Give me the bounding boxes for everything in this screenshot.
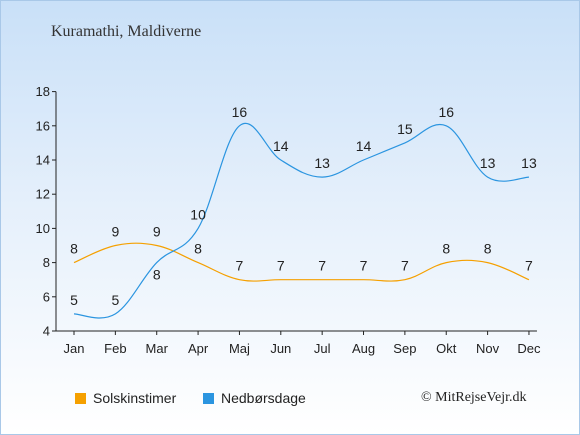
x-tick-label: Apr: [188, 341, 209, 356]
data-labels: 8 9 9 8 7 7 7 7 7 8 8 7 5 5 8 10 16 14 13 14 15 16 13 13: [70, 104, 537, 308]
x-tick-label: Mar: [146, 341, 169, 356]
rain-data-label: 13: [521, 155, 537, 171]
sun-data-label: 7: [277, 258, 285, 274]
sun-data-label: 7: [525, 258, 533, 274]
legend-label-rain: Nedbørsdage: [221, 390, 306, 406]
rain-data-label: 8: [153, 267, 161, 283]
x-tick-label: Feb: [104, 341, 126, 356]
series-lines: [73, 122, 530, 319]
x-tick-label: Aug: [352, 341, 375, 356]
sun-data-label: 9: [153, 224, 161, 240]
chart-title: Kuramathi, Maldiverne: [51, 23, 202, 40]
sun-data-label: 7: [236, 258, 244, 274]
rain-data-label: 5: [70, 292, 78, 308]
credit-text: © MitRejseVejr.dk: [421, 390, 527, 405]
rain-series-line: [73, 122, 530, 319]
rain-data-label: 16: [438, 104, 454, 120]
rain-data-label: 13: [480, 155, 496, 171]
y-tick-label: 18: [36, 84, 50, 99]
legend-swatch-sun: [75, 392, 86, 404]
x-tick-label: Sep: [393, 341, 416, 356]
x-tick-label: Okt: [436, 341, 457, 356]
sun-data-label: 7: [401, 258, 409, 274]
x-tick-label: Nov: [476, 341, 500, 356]
x-tick-label: Jun: [270, 341, 291, 356]
legend-item-rain: Nedbørsdage: [203, 390, 306, 406]
sun-data-label: 8: [70, 241, 78, 257]
y-tick-label: 8: [43, 255, 50, 270]
y-tick-label: 6: [43, 289, 50, 304]
legend-item-sun: Solskinstimer: [75, 390, 176, 406]
sun-data-label: 7: [360, 258, 368, 274]
y-tick-label: 12: [36, 187, 50, 202]
axes: 4 6 8 10 12 14 16 18 Jan Feb Mar Apr Maj Jun Jul Aug Sep…: [36, 84, 541, 356]
rain-data-label: 16: [232, 104, 248, 120]
x-tick-label: Jan: [64, 341, 85, 356]
x-tick-label: Dec: [517, 341, 541, 356]
x-tick-label: Maj: [229, 341, 250, 356]
sun-series-line: [73, 242, 530, 282]
sun-data-label: 9: [111, 224, 119, 240]
legend-label-sun: Solskinstimer: [93, 390, 177, 406]
sun-data-label: 7: [318, 258, 326, 274]
rain-data-label: 13: [314, 155, 330, 171]
rain-data-label: 5: [111, 292, 119, 308]
sun-data-label: 8: [194, 241, 202, 257]
y-tick-label: 16: [36, 118, 50, 133]
sun-data-label: 8: [484, 241, 492, 257]
y-tick-label: 10: [36, 221, 50, 236]
x-tick-label: Jul: [314, 341, 331, 356]
y-tick-label: 4: [43, 324, 50, 339]
rain-data-label: 15: [397, 121, 413, 137]
rain-data-label: 14: [356, 138, 372, 154]
rain-data-label: 14: [273, 138, 289, 154]
sun-data-label: 8: [442, 241, 450, 257]
y-tick-label: 14: [36, 153, 50, 168]
rain-data-label: 10: [190, 206, 206, 222]
legend-swatch-rain: [203, 392, 214, 404]
